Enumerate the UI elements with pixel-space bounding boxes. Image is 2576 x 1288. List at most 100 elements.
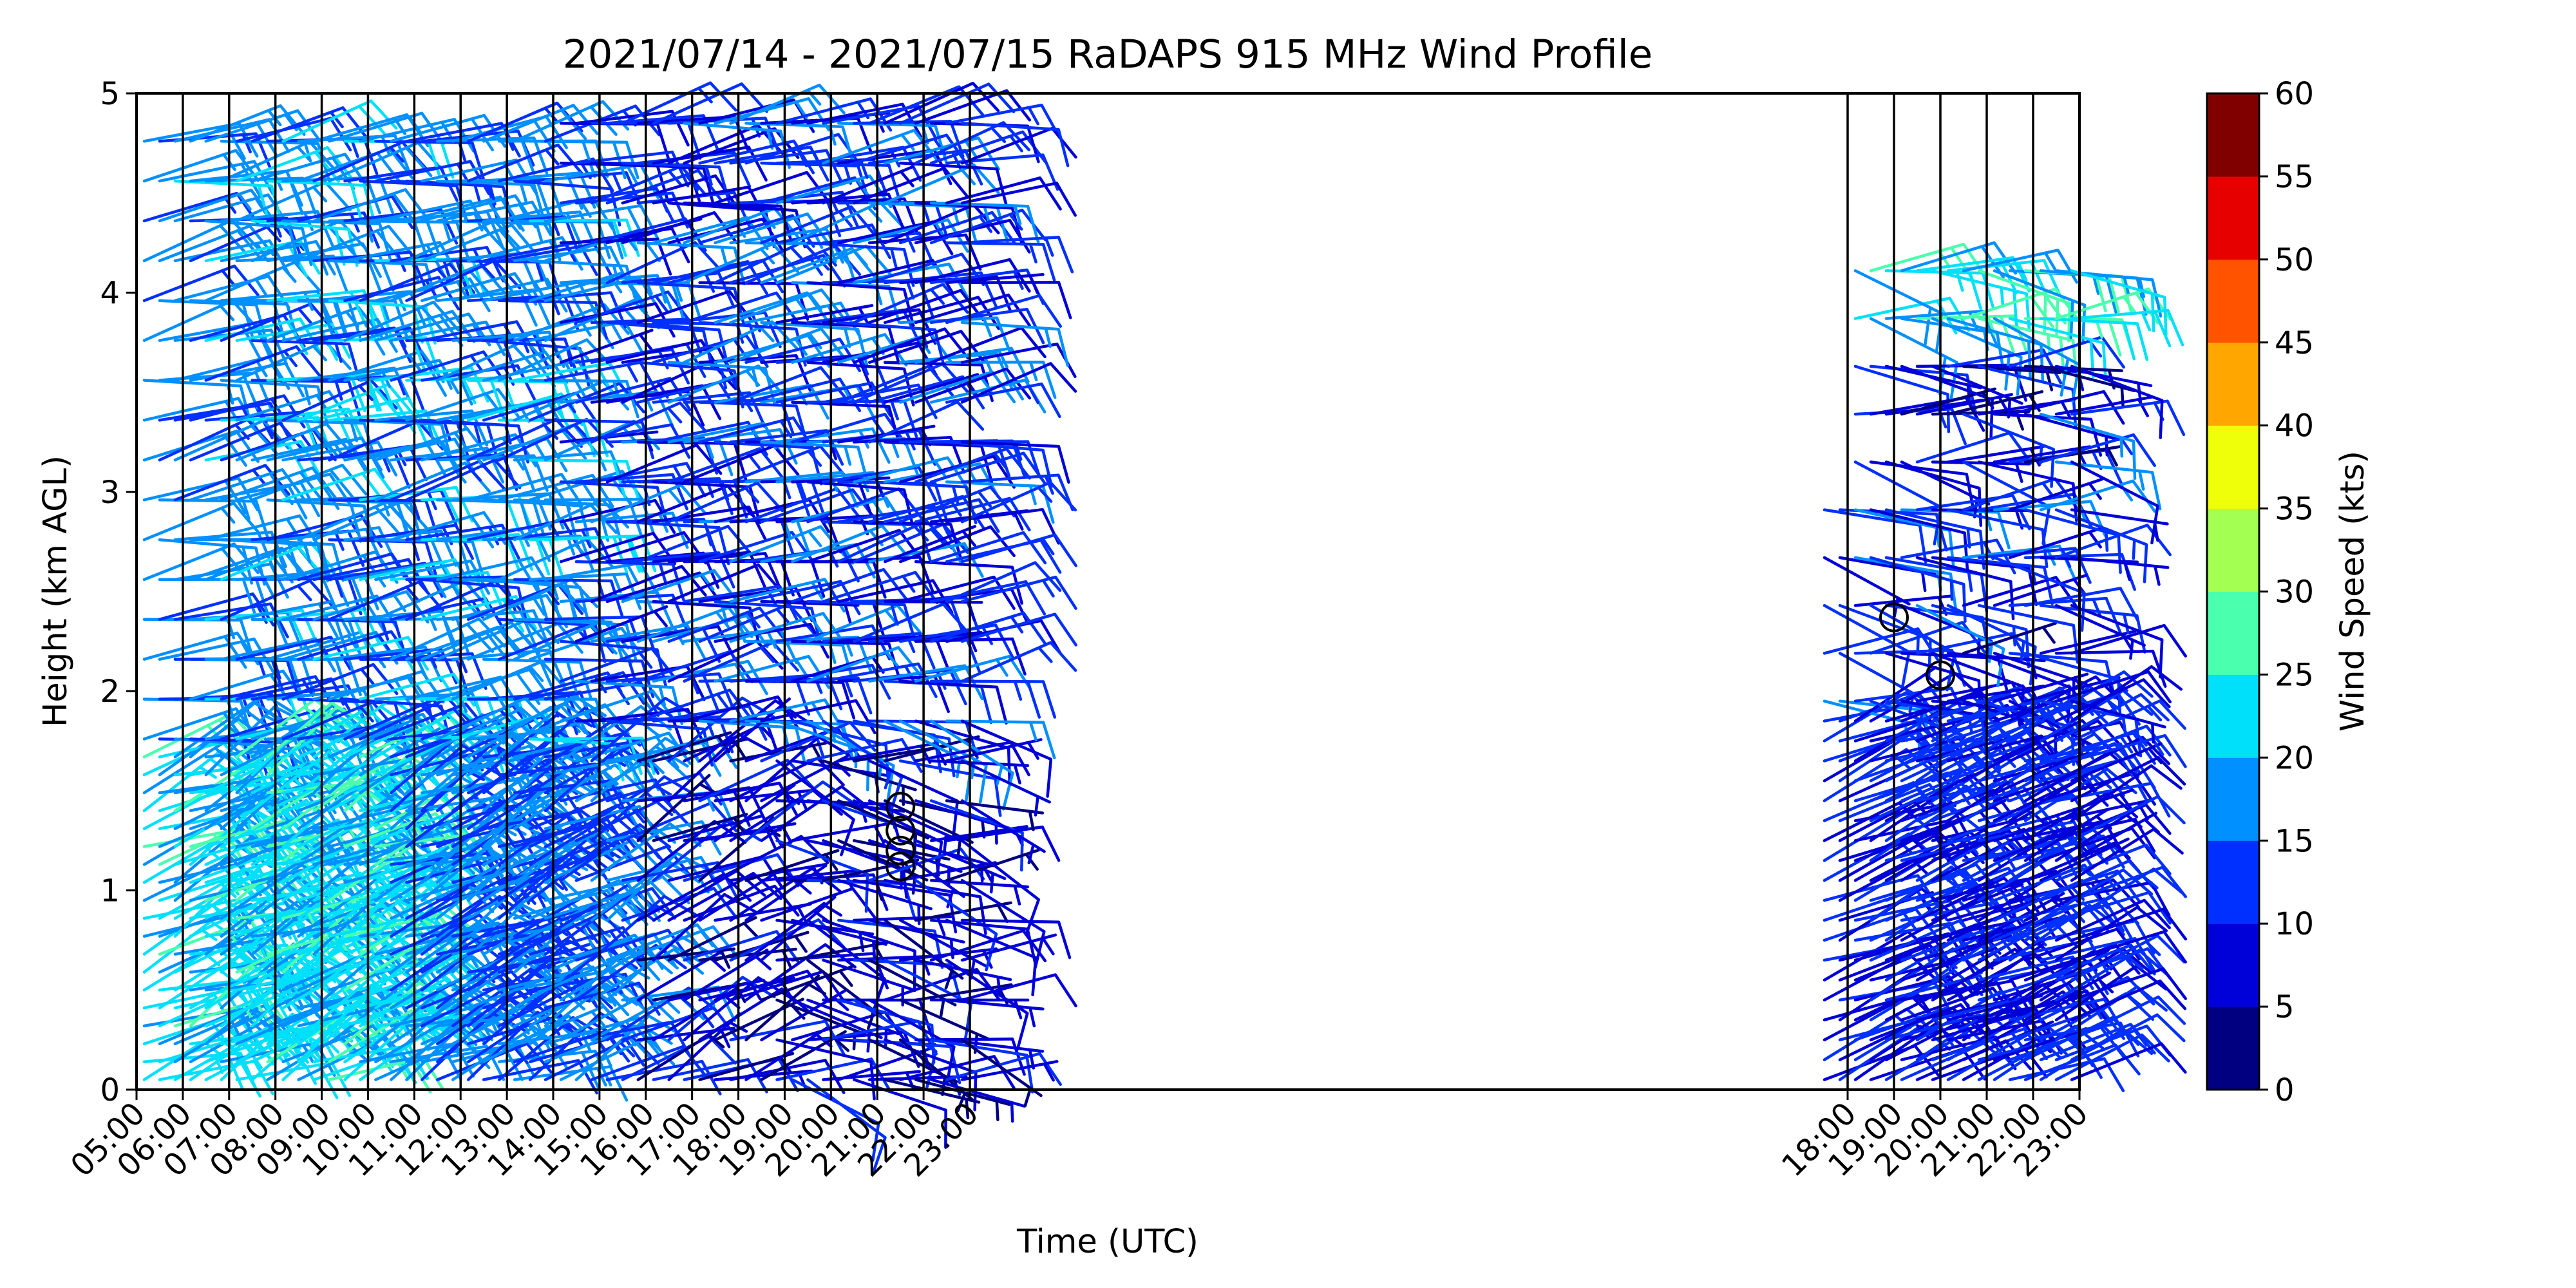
wind-barb [590, 1045, 707, 1081]
chart-title: 2021/07/14 - 2021/07/15 RaDAPS 915 MHz W… [563, 32, 1653, 77]
wind-barb [714, 171, 831, 205]
wind-barb [544, 896, 656, 956]
colorbar-tick-label: 0 [2275, 1072, 2295, 1108]
wind-barb [2070, 556, 2170, 586]
wind-barb [359, 118, 475, 153]
wind-barb [960, 575, 1077, 610]
y-tick-label: 4 [100, 275, 120, 311]
wind-barb [945, 561, 1062, 603]
wind-barb [2070, 756, 2186, 802]
wind-barb [2054, 508, 2148, 583]
calm-marker [1926, 660, 1955, 690]
calm-wind-markers [886, 602, 1955, 882]
wind-barb [2023, 412, 2120, 457]
colorbar-tick-label: 40 [2275, 408, 2314, 444]
colorbar-bin [2207, 757, 2259, 841]
wind-barb [2070, 699, 2166, 744]
wind-barb [929, 307, 1045, 345]
colorbar-bin [2207, 591, 2259, 675]
wind-barb [636, 524, 753, 564]
wind-barb [744, 974, 827, 1041]
wind-barb [2070, 460, 2159, 545]
colorbar-tick-label: 45 [2275, 325, 2314, 361]
wind-barb [1931, 269, 2031, 333]
wind-barb [960, 362, 1077, 404]
wind-barb [960, 973, 1077, 1008]
wind-barb [1962, 735, 2053, 782]
y-tick-label: 5 [100, 76, 120, 112]
wind-barb [2070, 995, 2186, 1041]
wind-barb [929, 1038, 1034, 1094]
calm-marker [1879, 602, 1909, 632]
wind-barb [2054, 724, 2172, 762]
wind-barb [158, 498, 269, 538]
wind-barb [960, 612, 1077, 647]
wind-barb [1884, 399, 1984, 421]
wind-barb [652, 551, 766, 588]
wind-barb [142, 1051, 257, 1090]
wind-barb [652, 146, 768, 182]
wind-barb [2070, 308, 2184, 348]
wind-barb [374, 833, 489, 871]
wind-barb [2039, 433, 2156, 468]
wind-barb [574, 797, 691, 842]
wind-barb [2070, 603, 2164, 679]
wind-barb [312, 1046, 430, 1084]
colorbar-tick-label: 35 [2275, 491, 2314, 527]
wind-barb [158, 869, 275, 907]
colorbar-tick-label: 60 [2275, 76, 2314, 112]
plot-frame [135, 92, 2081, 1091]
wind-barb [2070, 907, 2188, 942]
wind-barb [2054, 670, 2172, 704]
wind-barb [945, 294, 1062, 328]
wind-barb [2054, 905, 2168, 962]
profile-time-lines [135, 93, 2081, 1090]
x-axis-label: Time (UTC) [1016, 1223, 1198, 1261]
colorbar-bin [2207, 1007, 2259, 1090]
wind-barb [883, 163, 1000, 205]
wind-barb [158, 953, 271, 1010]
wind-barb [960, 281, 1072, 319]
wind-barb [960, 126, 1077, 165]
wind-barb [1946, 259, 2061, 298]
wind-barb [2070, 811, 2160, 862]
wind-barb [173, 937, 287, 992]
wind-barb [960, 933, 1057, 962]
wind-barb [914, 719, 1012, 787]
wind-barb [760, 887, 877, 922]
wind-barb [235, 180, 352, 223]
wind-barb [714, 902, 812, 925]
wind-barb [220, 835, 328, 902]
y-tick-label: 0 [100, 1072, 120, 1108]
wind-barb [235, 146, 352, 183]
wind-barb [2070, 665, 2183, 723]
wind-barb [945, 958, 1029, 1051]
wind-barb [2008, 526, 2104, 560]
wind-barb [960, 641, 1077, 683]
wind-barb [374, 733, 491, 777]
wind-barb [235, 837, 345, 902]
wind-barb [898, 575, 1016, 611]
wind-barb [791, 918, 887, 961]
wind-barb [2070, 934, 2186, 982]
wind-barb [2054, 806, 2143, 862]
wind-barb [142, 1012, 260, 1050]
wind-barb [220, 466, 337, 504]
wind-barb [960, 533, 1077, 567]
wind-barb [2039, 412, 2137, 480]
colorbar-bin [2207, 508, 2259, 592]
wind-barb [929, 531, 1047, 565]
wind-barb [898, 525, 1016, 564]
y-axis: 0 1 2 3 4 5 [100, 76, 137, 1108]
wind-barb [945, 1052, 1062, 1086]
wind-barb [945, 825, 1061, 862]
wind-barb [960, 236, 1074, 274]
wind-barb [853, 327, 970, 364]
wind-barb [883, 203, 1000, 245]
colorbar-tick-label: 50 [2275, 242, 2314, 278]
wind-barb [806, 646, 923, 683]
colorbar: 0 5 10 15 20 25 30 35 40 45 50 55 60 [2206, 76, 2314, 1108]
wind-barb [1884, 460, 1983, 527]
wind-barb [1823, 603, 1911, 690]
wind-barb [2054, 1033, 2170, 1081]
